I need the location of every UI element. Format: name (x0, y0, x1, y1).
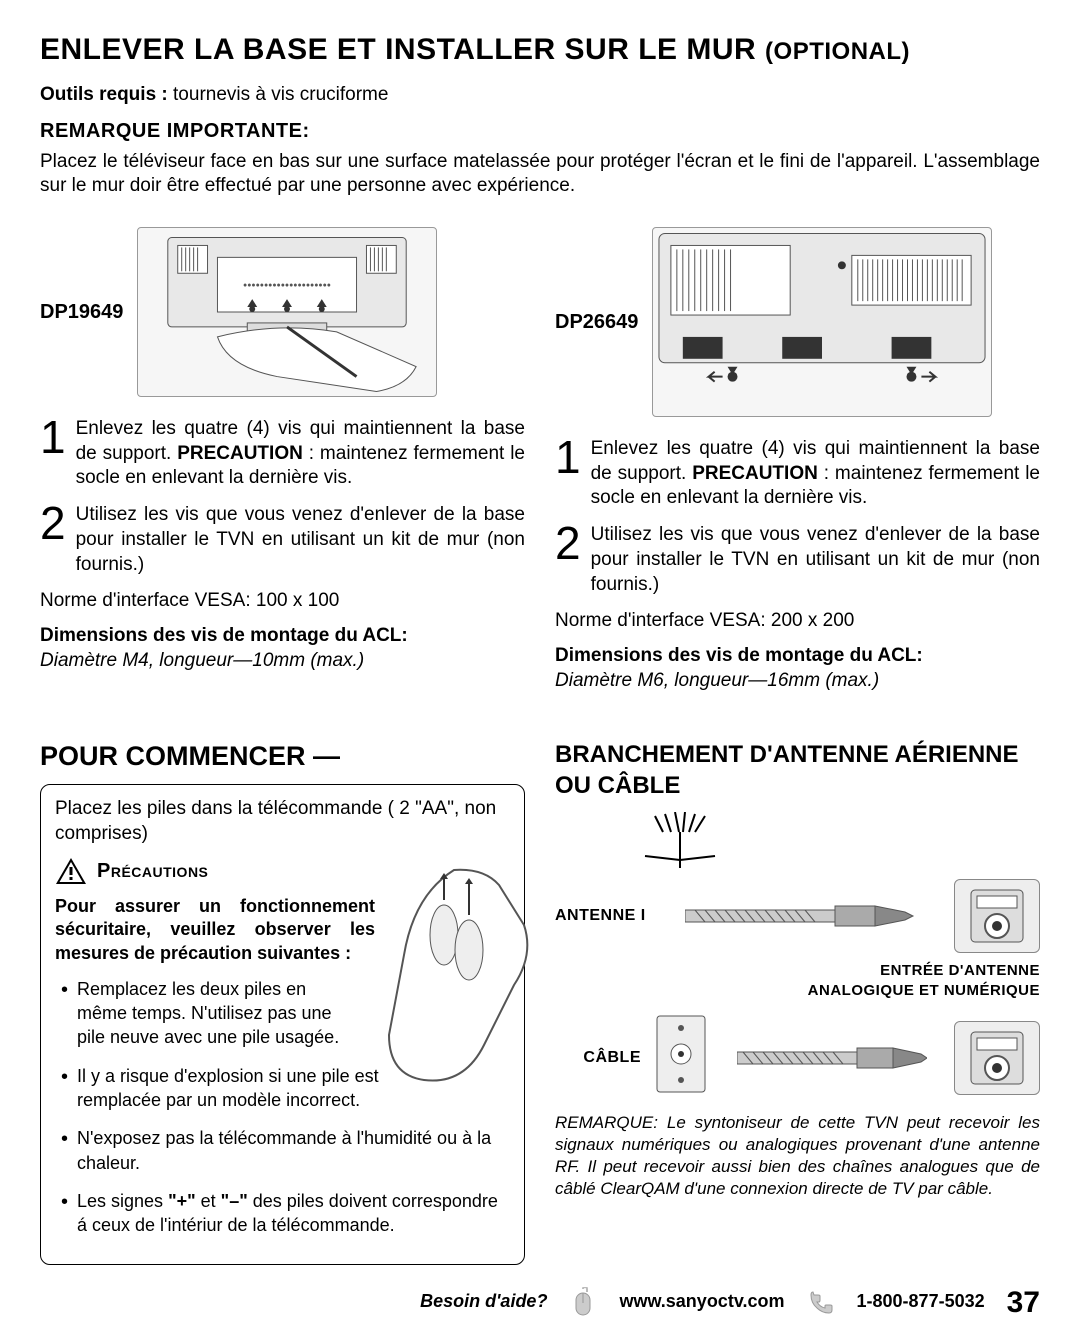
antenna-top-icon (635, 812, 1040, 876)
cable-row: CÂBLE (555, 1014, 1040, 1102)
step-number: 1 (555, 437, 581, 511)
commence-heading: POUR COMMENCER — (40, 739, 525, 774)
title-optional: (OPTIONAL) (765, 38, 910, 65)
step-2-right: 2 Utilisez les vis que vous venez d'enle… (555, 523, 1040, 597)
remark-heading: REMARQUE IMPORTANTE: (40, 118, 1040, 144)
precautions-label: Précautions (97, 858, 208, 884)
step-text: Utilisez les vis que vous venez d'enleve… (76, 503, 525, 577)
svg-text:●●●●●●●●●●●●●●●●●●●●●: ●●●●●●●●●●●●●●●●●●●●● (243, 282, 331, 289)
wallplate-icon (653, 1014, 709, 1102)
remote-illustration (384, 865, 534, 1085)
tv-illustration-small: ●●●●●●●●●●●●●●●●●●●●● (137, 227, 437, 397)
footer-help: Besoin d'aide? (420, 1290, 547, 1313)
step-1-left: 1 Enlevez les quatre (4) vis qui maintie… (40, 417, 525, 491)
antenna-row: ANTENNE I (555, 879, 1040, 953)
remote-box: Placez les piles dans la télécommande ( … (40, 784, 525, 1264)
page-number: 37 (1007, 1283, 1040, 1322)
step-number: 2 (40, 503, 66, 577)
bullet-item: Remplacez les deux piles en même temps. … (61, 977, 341, 1050)
remote-intro: Placez les piles dans la télécommande ( … (55, 797, 510, 846)
dims-head-right: Dimensions des vis de montage du ACL: (555, 644, 1040, 669)
col-branchement: BRANCHEMENT D'ANTENNE AÉRIENNE OU CÂBLE … (555, 717, 1040, 1264)
model-label-left: DP19649 (40, 299, 123, 325)
precaution-lead: Pour assurer un fonctionnement sécuritai… (55, 895, 375, 965)
tools-value: tournevis à vis cruciforme (173, 84, 388, 105)
coax-illustration (658, 886, 942, 946)
col-commence: POUR COMMENCER — Placez les piles dans l… (40, 717, 525, 1264)
step-number: 2 (555, 523, 581, 597)
port-illustration (954, 1021, 1040, 1095)
footer-url: www.sanyoctv.com (619, 1290, 784, 1313)
tools-line: Outils requis : tournevis à vis crucifor… (40, 83, 1040, 108)
coax-illustration (721, 1028, 942, 1088)
mouse-icon (569, 1288, 597, 1316)
tv-illustration-large (652, 227, 992, 417)
step-2-left: 2 Utilisez les vis que vous venez d'enle… (40, 503, 525, 577)
cable-label: CÂBLE (555, 1048, 641, 1069)
branchement-heading: BRANCHEMENT D'ANTENNE AÉRIENNE OU CÂBLE (555, 739, 1040, 801)
bullet-item: Les signes "+" et "–" des piles doivent … (61, 1189, 510, 1238)
footer-phone: 1-800-877-5032 (857, 1290, 985, 1313)
step-1-right: 1 Enlevez les quatre (4) vis qui maintie… (555, 437, 1040, 511)
vesa-right: Norme d'interface VESA: 200 x 200 (555, 609, 1040, 634)
tools-label: Outils requis : (40, 84, 168, 105)
dims-spec-right: Diamètre M6, longueur—16mm (max.) (555, 669, 1040, 694)
vesa-left: Norme d'interface VESA: 100 x 100 (40, 589, 525, 614)
col-left: DP19649 ●●●●●●●●●●●●●●●●●●●●● 1 (40, 213, 525, 703)
models-row: DP19649 ●●●●●●●●●●●●●●●●●●●●● 1 (40, 213, 1040, 703)
port-header: ENTRÉE D'ANTENNE ANALOGIQUE ET NUMÉRIQUE (555, 961, 1040, 1000)
model-row-left: DP19649 ●●●●●●●●●●●●●●●●●●●●● (40, 227, 525, 397)
bullet-item: Il y a risque d'explosion si une pile es… (61, 1064, 401, 1113)
bullet-item: N'exposez pas la télécommande à l'humidi… (61, 1126, 510, 1175)
antenna-label: ANTENNE I (555, 906, 646, 927)
dims-spec-left: Diamètre M4, longueur—10mm (max.) (40, 649, 525, 674)
step-text: Utilisez les vis que vous venez d'enleve… (591, 523, 1040, 597)
lower-row: POUR COMMENCER — Placez les piles dans l… (40, 717, 1040, 1264)
step-text: Enlevez les quatre (4) vis qui maintienn… (76, 417, 525, 491)
remark-body: Placez le téléviseur face en bas sur une… (40, 150, 1040, 199)
dims-head-left: Dimensions des vis de montage du ACL: (40, 624, 525, 649)
remarque-note: REMARQUE: Le syntoniseur de cette TVN pe… (555, 1112, 1040, 1200)
port-illustration (954, 879, 1040, 953)
model-row-right: DP26649 (555, 227, 1040, 417)
warning-icon (55, 857, 87, 885)
title-main: ENLEVER LA BASE ET INSTALLER SUR LE MUR (40, 33, 756, 66)
step-text: Enlevez les quatre (4) vis qui maintienn… (591, 437, 1040, 511)
model-label-right: DP26649 (555, 309, 638, 335)
page-title: ENLEVER LA BASE ET INSTALLER SUR LE MUR … (40, 30, 1040, 69)
phone-icon (807, 1288, 835, 1316)
col-right: DP26649 (555, 213, 1040, 703)
step-number: 1 (40, 417, 66, 491)
footer: Besoin d'aide? www.sanyoctv.com 1-800-87… (40, 1283, 1040, 1322)
